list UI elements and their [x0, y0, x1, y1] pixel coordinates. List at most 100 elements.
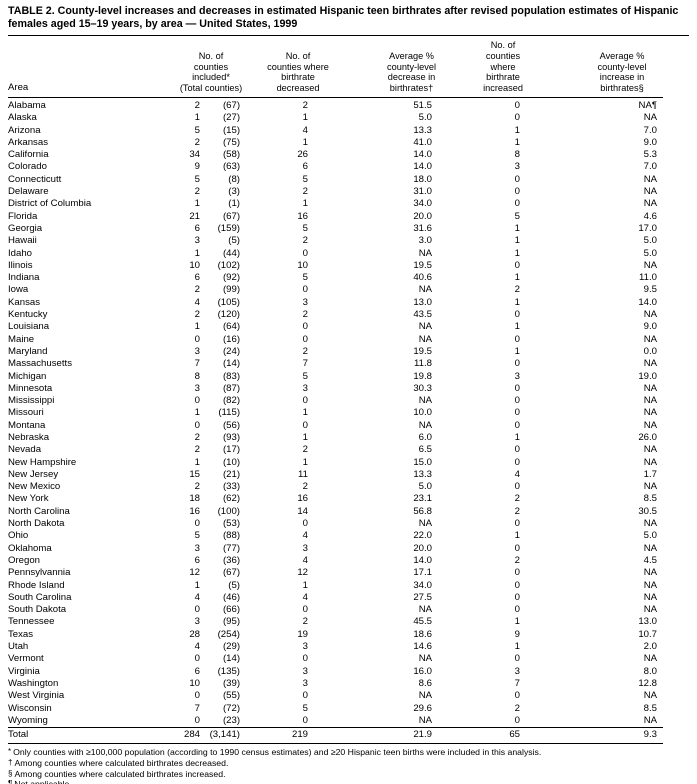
value-cell: (33)	[222, 481, 241, 493]
value-cell: NA	[418, 518, 433, 530]
total-value-cell: 65	[445, 727, 534, 745]
total-value-cell: 219	[252, 727, 331, 745]
value-cell: 18	[189, 493, 200, 505]
value-cell: 5	[302, 272, 309, 284]
area-cell: Arizona	[8, 124, 41, 136]
value-cell: 1	[514, 124, 521, 136]
value-cell: 11.8	[414, 358, 433, 370]
value-cell: 11.0	[639, 272, 658, 284]
value-cell: 6	[194, 272, 200, 284]
table-row: California 34 (58) 26 14.0 8 5.3	[8, 149, 663, 161]
table-row: Arkansas 2 (75) 1 41.0 1 9.0	[8, 137, 663, 149]
value-cell: (10)	[222, 456, 241, 468]
value-cell: 51.5	[413, 99, 433, 111]
value-cell: 1	[194, 321, 200, 333]
area-cell: Delaware	[8, 186, 49, 198]
value-cell: (15)	[222, 124, 241, 136]
value-cell: (72)	[222, 702, 241, 714]
value-cell: 3	[194, 345, 200, 357]
area-cell: District of Columbia	[8, 198, 92, 210]
value-cell: (92)	[222, 272, 241, 284]
value-cell: 5	[302, 173, 309, 185]
table-row: Massachusetts 7 (14) 7 11.8 0 NA	[8, 358, 663, 370]
value-cell: 0	[514, 604, 521, 616]
value-cell: (115)	[218, 407, 241, 419]
value-cell: 1	[514, 222, 521, 234]
value-cell: 30.3	[413, 382, 433, 394]
value-cell: 1	[194, 579, 200, 591]
area-cell: Kansas	[8, 296, 40, 308]
table-row: Oklahoma 3 (77) 3 20.0 0 NA	[8, 543, 663, 555]
value-cell: NA	[643, 198, 658, 210]
value-cell: 2	[194, 309, 200, 321]
value-cell: 2	[514, 284, 521, 296]
value-cell: 4	[302, 530, 309, 542]
value-cell: 3	[514, 665, 521, 677]
value-cell: NA	[643, 518, 658, 530]
value-cell: 6	[194, 222, 200, 234]
area-cell: Wyoming	[8, 714, 48, 726]
value-cell: 2	[302, 616, 309, 628]
value-cell: 1	[514, 530, 521, 542]
footnote: † Among counties where calculated birthra…	[8, 758, 689, 769]
value-cell: 34	[189, 149, 200, 161]
value-cell: NA¶	[638, 99, 658, 111]
value-cell: 19	[297, 628, 309, 640]
value-cell: 6.5	[418, 444, 433, 456]
value-cell: 7	[194, 702, 200, 714]
area-cell: Ilinois	[8, 259, 33, 271]
value-cell: 0	[302, 653, 309, 665]
value-cell: 0	[514, 419, 521, 431]
value-cell: 2	[194, 99, 200, 111]
value-cell: 1	[302, 456, 309, 468]
table-row: Wyoming 0 (23) 0 NA 0 NA	[8, 715, 663, 728]
table-row: Iowa 2 (99) 0 NA 2 9.5	[8, 284, 663, 296]
value-cell: 17.1	[413, 567, 433, 579]
area-cell: Maryland	[8, 345, 48, 357]
value-cell: NA	[643, 690, 658, 702]
value-cell: 20.0	[413, 210, 433, 222]
value-cell: 0	[514, 395, 521, 407]
value-cell: 5.0	[418, 112, 433, 124]
value-cell: 16	[297, 493, 309, 505]
value-cell: 0	[302, 321, 309, 333]
total-value-cell: 21.9	[330, 727, 446, 745]
value-cell: (135)	[217, 665, 241, 677]
value-cell: (46)	[222, 591, 241, 603]
value-cell: (58)	[222, 149, 241, 161]
table-row: Arizona 5 (15) 4 13.3 1 7.0	[8, 125, 663, 137]
column-header-included: No. of counties included* (Total countie…	[170, 36, 253, 98]
value-cell: 1	[514, 272, 521, 284]
table-row: Pennsylvannia 12 (67) 12 17.1 0 NA	[8, 567, 663, 579]
value-cell: 0	[514, 579, 521, 591]
value-cell: 8.6	[418, 677, 433, 689]
table-row: Colorado 9 (63) 6 14.0 3 7.0	[8, 161, 663, 173]
value-cell: (21)	[222, 468, 241, 480]
area-cell: New York	[8, 493, 49, 505]
value-cell: 15.0	[413, 456, 433, 468]
value-cell: 8	[514, 149, 521, 161]
table-row: Kentucky 2 (120) 2 43.5 0 NA	[8, 309, 663, 321]
value-cell: 18.6	[413, 628, 433, 640]
value-cell: 0	[194, 653, 200, 665]
value-cell: 12	[189, 567, 200, 579]
value-cell: (24)	[222, 345, 241, 357]
table-row: New York 18 (62) 16 23.1 2 8.5	[8, 493, 663, 505]
footnote: * Only counties with ≥100,000 population …	[8, 747, 689, 758]
value-cell: 0	[514, 259, 521, 271]
value-cell: 0	[514, 358, 521, 370]
value-cell: 1	[194, 247, 200, 259]
table-row: Georgia 6 (159) 5 31.6 1 17.0	[8, 223, 663, 235]
value-cell: NA	[643, 419, 658, 431]
value-cell: (14)	[222, 358, 241, 370]
value-cell: (1)	[228, 198, 241, 210]
table-row: Utah 4 (29) 3 14.6 1 2.0	[8, 641, 663, 653]
table-row: Alaska 1 (27) 1 5.0 0 NA	[8, 112, 663, 124]
table-row: Texas 28 (254) 19 18.6 9 10.7	[8, 629, 663, 641]
area-cell: Kentucky	[8, 309, 48, 321]
value-cell: 8	[194, 370, 200, 382]
value-cell: (100)	[217, 505, 241, 517]
value-cell: NA	[643, 259, 658, 271]
value-cell: 40.6	[413, 272, 433, 284]
value-cell: 5.3	[643, 149, 658, 161]
